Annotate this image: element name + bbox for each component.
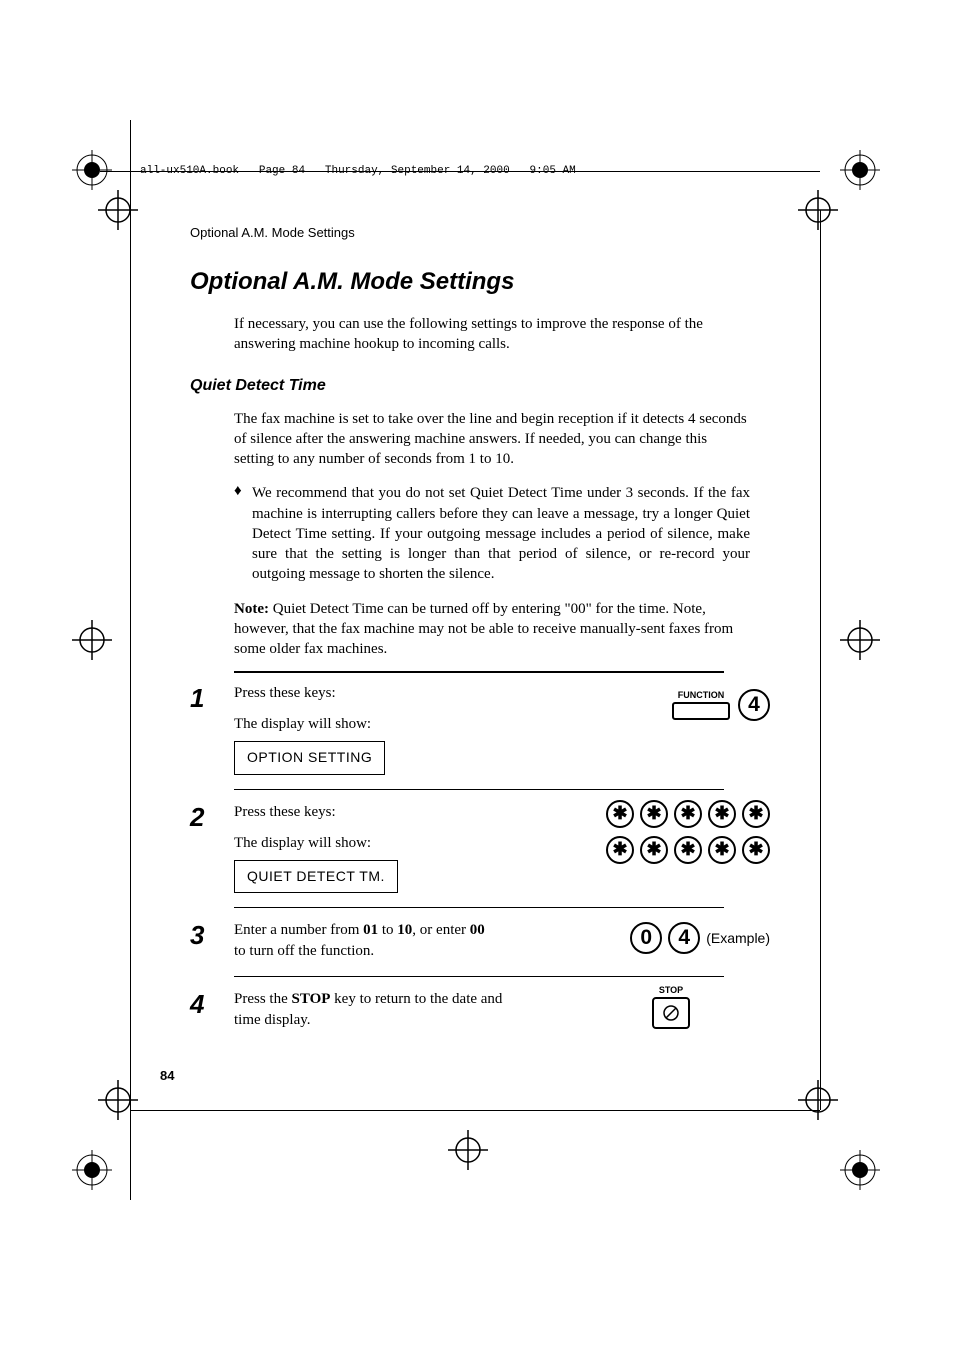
crop-line-bottom	[130, 1110, 820, 1111]
note-label: Note:	[234, 601, 269, 617]
note-paragraph: Note: Quiet Detect Time can be turned of…	[234, 599, 750, 660]
step-1-display: OPTION SETTING	[234, 741, 385, 775]
note-text: Quiet Detect Time can be turned off by e…	[234, 601, 733, 658]
step-4-body: Press the STOP key to return to the date…	[234, 989, 514, 1031]
step-1-number: 1	[190, 683, 234, 711]
header-time: 9:05 AM	[530, 165, 576, 177]
star-key: ✱	[742, 836, 770, 864]
star-row-1: ✱ ✱ ✱ ✱ ✱	[606, 800, 770, 828]
function-key-shape	[672, 702, 730, 720]
star-key: ✱	[708, 800, 736, 828]
star-key: ✱	[606, 836, 634, 864]
key-4: 4	[738, 689, 770, 721]
step-4: 4 Press the STOP key to return to the da…	[190, 989, 750, 1031]
reg-mark-ml	[72, 620, 112, 660]
step-2-display: QUIET DETECT TM.	[234, 860, 398, 894]
step-divider-2	[234, 907, 724, 908]
step-3-body: Enter a number from 01 to 10, or enter 0…	[234, 920, 494, 962]
step-4-number: 4	[190, 989, 234, 1017]
reg-mark-mr	[840, 620, 880, 660]
header-filename: all-ux510A.book	[140, 165, 239, 177]
running-head: Optional A.M. Mode Settings	[190, 225, 750, 240]
step-3-text-b: 01	[363, 922, 378, 938]
step-3-text-f: 00	[470, 922, 485, 938]
step-4-text-b: STOP	[292, 991, 331, 1007]
star-key: ✱	[640, 800, 668, 828]
example-label: (Example)	[706, 930, 770, 946]
step-2-number: 2	[190, 802, 234, 830]
stop-key-label: STOP	[659, 985, 683, 995]
step-3-text-d: 10	[397, 922, 412, 938]
step-3-text-c: to	[378, 922, 397, 938]
star-key: ✱	[742, 800, 770, 828]
reg-mark-br2	[798, 1080, 838, 1120]
header-date: Thursday, September 14, 2000	[325, 165, 510, 177]
header-info: all-ux510A.book Page 84 Thursday, Septem…	[140, 165, 576, 177]
bullet-text: We recommend that you do not set Quiet D…	[252, 483, 750, 584]
step-3-number: 3	[190, 920, 234, 948]
bullet-item: ♦ We recommend that you do not set Quiet…	[234, 483, 750, 584]
star-row-2: ✱ ✱ ✱ ✱ ✱	[606, 836, 770, 864]
step-4-keys: STOP	[652, 985, 690, 1029]
star-key: ✱	[674, 836, 702, 864]
stop-key-shape	[652, 997, 690, 1029]
function-key: FUNCTION	[672, 690, 730, 720]
paragraph-1: The fax machine is set to take over the …	[234, 409, 750, 470]
steps-top-rule	[234, 671, 724, 673]
intro-paragraph: If necessary, you can use the following …	[234, 314, 750, 355]
function-key-label: FUNCTION	[678, 690, 725, 700]
step-3-text-g: to turn off the function.	[234, 943, 374, 959]
step-2-keys: ✱ ✱ ✱ ✱ ✱ ✱ ✱ ✱ ✱ ✱	[606, 800, 770, 864]
crop-line-right	[820, 210, 821, 1110]
star-key: ✱	[640, 836, 668, 864]
page-content: Optional A.M. Mode Settings Optional A.M…	[190, 225, 750, 1045]
star-key: ✱	[606, 800, 634, 828]
page-number: 84	[160, 1068, 174, 1083]
step-3: 3 Enter a number from 01 to 10, or enter…	[190, 920, 750, 962]
reg-mark-tl	[72, 150, 112, 190]
stop-icon	[662, 1004, 680, 1022]
reg-mark-tl2	[98, 190, 138, 230]
section-subtitle: Quiet Detect Time	[190, 377, 750, 395]
reg-mark-bl2	[98, 1080, 138, 1120]
step-2: 2 Press these keys: The display will sho…	[190, 802, 750, 894]
key-0: 0	[630, 922, 662, 954]
crop-line-left	[130, 120, 131, 1200]
reg-mark-bc	[448, 1130, 488, 1170]
step-3-keys: 0 4 (Example)	[630, 922, 770, 954]
reg-mark-br	[840, 1150, 880, 1190]
step-divider-3	[234, 976, 724, 977]
reg-mark-bl	[72, 1150, 112, 1190]
reg-mark-tr	[840, 150, 880, 190]
bullet-symbol: ♦	[234, 483, 252, 584]
header-page: Page 84	[259, 165, 305, 177]
key-4b: 4	[668, 922, 700, 954]
step-3-text-e: , or enter	[412, 922, 469, 938]
page-title: Optional A.M. Mode Settings	[190, 268, 750, 296]
reg-mark-tr2	[798, 190, 838, 230]
step-divider-1	[234, 789, 724, 790]
star-key: ✱	[708, 836, 736, 864]
step-4-text-a: Press the	[234, 991, 292, 1007]
star-key: ✱	[674, 800, 702, 828]
step-3-text-a: Enter a number from	[234, 922, 363, 938]
step-1: 1 Press these keys: The display will sho…	[190, 683, 750, 775]
stop-key: STOP	[652, 985, 690, 1029]
step-1-keys: FUNCTION 4	[672, 689, 770, 721]
